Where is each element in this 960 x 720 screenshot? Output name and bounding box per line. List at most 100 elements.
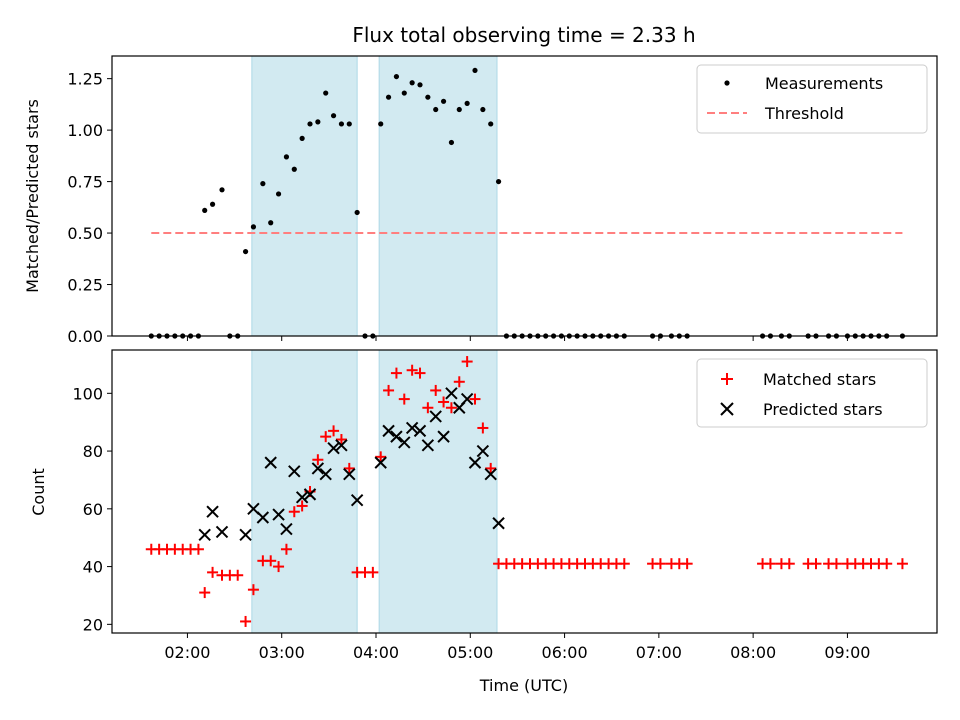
legend-matched-marker — [721, 373, 733, 385]
matched-star-point — [375, 451, 387, 463]
y-tick-label: 1.00 — [67, 121, 103, 140]
measurement-point — [219, 187, 225, 193]
measurement-point — [209, 201, 216, 207]
measurement-point — [260, 181, 266, 187]
predicted-star-point — [460, 392, 474, 406]
x-tick-label: 06:00 — [542, 643, 588, 662]
predicted-star-point — [468, 456, 482, 469]
y-tick-label: 100 — [72, 384, 103, 403]
y-tick-label: 0.50 — [67, 224, 103, 243]
measurement-point — [242, 248, 249, 255]
matched-star-point — [390, 367, 402, 379]
predicted-star-point — [319, 467, 332, 481]
top-x-ticks — [186, 336, 848, 341]
predicted-star-point — [374, 456, 387, 469]
legend-measurements-label: Measurements — [765, 74, 883, 93]
x-tick-label: 04:00 — [353, 643, 399, 662]
measurement-point — [275, 191, 282, 197]
measurement-point — [464, 100, 470, 106]
predicted-star-point — [350, 493, 364, 507]
matched-star-point — [247, 584, 259, 596]
measurement-point — [378, 121, 384, 127]
legend-matched-label: Matched stars — [763, 370, 876, 389]
measurement-point — [488, 121, 494, 127]
matched-star-point — [438, 396, 450, 408]
matched-star-point — [240, 615, 252, 627]
measurement-point — [323, 90, 329, 96]
bottom-panel: 20 40 60 80 100 02:00 03:00 04:00 05:00 06:00 07:… — [29, 349, 938, 695]
matched-star-point — [288, 506, 300, 518]
matched-star-point — [335, 434, 347, 446]
predicted-star-point — [295, 491, 309, 504]
matched-star-point — [881, 558, 893, 570]
top-axes-frame — [111, 55, 938, 337]
matched-star-point — [422, 402, 434, 414]
predicted-star-point — [476, 444, 490, 458]
matched-star-point — [485, 462, 497, 474]
matched-star-point — [830, 558, 842, 570]
matched-star-point — [199, 587, 211, 599]
predicted-star-point — [327, 441, 340, 455]
y-tick-label: 20 — [83, 615, 103, 634]
bottom-axes-frame — [111, 349, 938, 634]
measurement-point — [385, 94, 392, 100]
matched-star-point — [654, 558, 666, 570]
measurement-point — [291, 166, 297, 172]
y-tick-label: 40 — [83, 558, 103, 577]
matched-star-point — [320, 431, 332, 443]
top-y-ticks: 0.00 0.25 0.50 0.75 1.00 1.25 — [67, 70, 112, 346]
predicted-star-point — [303, 488, 317, 501]
shaded-interval — [251, 55, 358, 337]
y-tick-label: 80 — [83, 442, 103, 461]
predicted-star-point — [206, 505, 219, 518]
matched-star-point — [414, 367, 426, 379]
top-legend-box — [696, 64, 928, 134]
measurement-point — [393, 73, 400, 80]
matched-star-point — [280, 543, 292, 555]
predicted-star-point — [280, 522, 293, 536]
measurement-point — [315, 119, 321, 125]
matched-star-point — [367, 566, 379, 578]
y-tick-label: 0.25 — [67, 276, 103, 295]
matched-star-point — [232, 569, 244, 581]
top-y-axis-label: Matched/Predicted stars — [23, 99, 42, 293]
measurement-point — [401, 90, 407, 96]
chart-title: Flux total observing time = 2.33 h — [352, 23, 695, 47]
top-shaded-intervals — [251, 55, 498, 337]
predicted-star-point — [429, 410, 442, 423]
legend-measurements-marker — [724, 80, 730, 86]
bottom-y-ticks: 20 40 60 80 100 — [72, 384, 112, 634]
matched-star-point — [453, 376, 465, 388]
matched-star-point — [430, 384, 442, 396]
predicted-star-point — [264, 456, 277, 469]
matched-star-point — [398, 393, 410, 405]
predicted-star-point — [421, 439, 435, 452]
measurement-point — [202, 207, 208, 214]
shaded-interval — [378, 55, 498, 337]
matched-star-point — [296, 500, 308, 512]
x-tick-label: 02:00 — [164, 643, 210, 662]
bottom-x-ticks: 02:00 03:00 04:00 05:00 06:00 07:00 08:00 09:00 — [164, 633, 870, 662]
bottom-y-axis-label: Count — [29, 468, 48, 516]
measurement-point — [307, 121, 313, 127]
bottom-legend-box — [696, 358, 928, 428]
predicted-star-point — [343, 467, 356, 481]
predicted-star-point — [484, 467, 497, 481]
legend-predicted-marker — [720, 402, 734, 416]
matched-star-point — [783, 558, 795, 570]
y-tick-label: 0.75 — [67, 173, 103, 192]
measurement-point — [283, 154, 290, 160]
y-tick-label: 1.25 — [67, 70, 103, 89]
predicted-star-point — [405, 421, 419, 435]
predicted-star-point — [445, 387, 458, 400]
predicted-star-points — [198, 387, 505, 542]
matched-star-point — [207, 566, 219, 578]
y-tick-label: 0.00 — [67, 327, 103, 346]
measurement-point — [440, 98, 447, 104]
matched-star-point — [469, 393, 481, 405]
measurement-point — [472, 67, 478, 74]
measurement-point — [417, 82, 423, 88]
predicted-star-point — [492, 517, 505, 530]
predicted-star-point — [198, 528, 211, 542]
